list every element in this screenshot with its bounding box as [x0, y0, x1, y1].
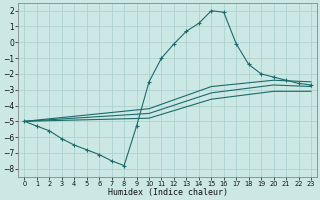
X-axis label: Humidex (Indice chaleur): Humidex (Indice chaleur) — [108, 188, 228, 197]
